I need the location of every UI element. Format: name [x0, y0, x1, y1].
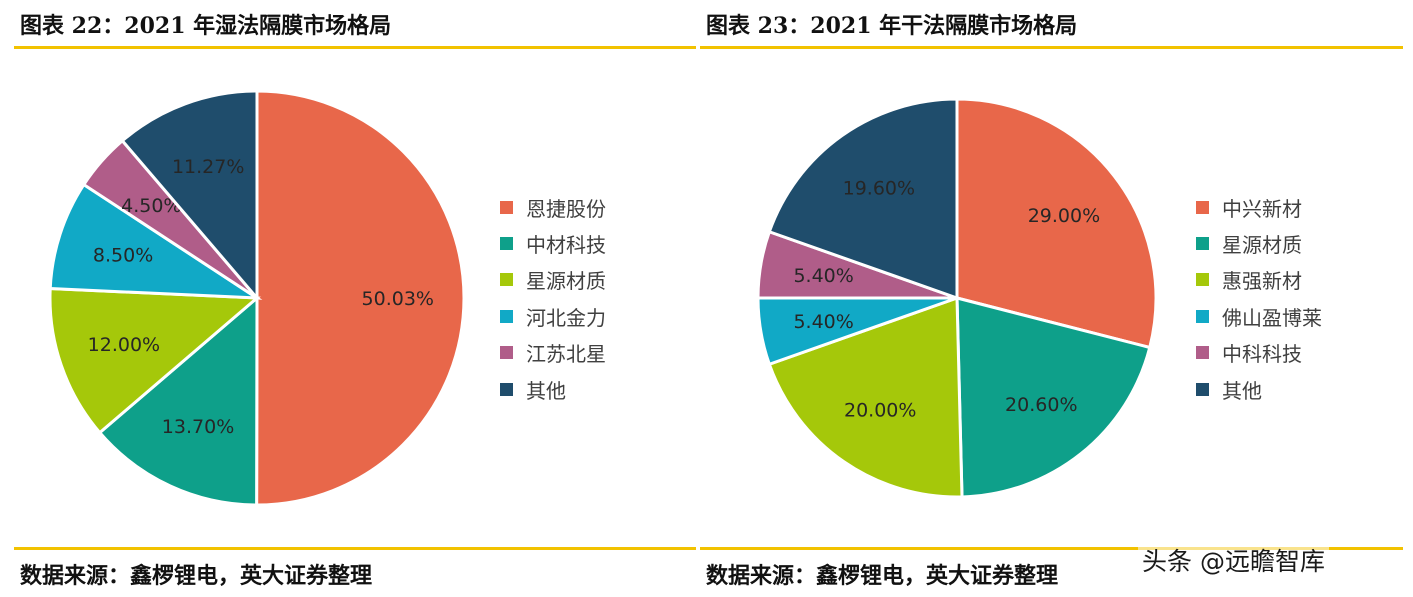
data-label: 11.27% — [172, 156, 244, 178]
legend-item: 江苏北星 — [500, 335, 606, 371]
legend-item: 星源材质 — [500, 262, 606, 298]
legend-label: 佛山盈博莱 — [1222, 305, 1322, 330]
legend-label: 其他 — [526, 378, 566, 403]
legend-label: 星源材质 — [526, 269, 606, 294]
data-label: 4.50% — [121, 195, 181, 217]
pie-slice — [955, 296, 1152, 499]
data-label: 13.70% — [162, 416, 234, 438]
legend-label: 中材科技 — [526, 233, 606, 258]
legend-swatch — [1196, 309, 1209, 323]
source-note: 数据来源：鑫椤锂电，英大证券整理 — [20, 563, 373, 589]
pie-slice — [97, 294, 259, 507]
legend-label: 惠强新材 — [1222, 269, 1302, 294]
source-note: 数据来源：鑫椤锂电，英大证券整理 — [706, 563, 1059, 589]
pie-slice — [48, 286, 261, 435]
pie-chart-dry: 29.00% 20.60% 20.00% 5.40% 5.40% 19.60% — [756, 97, 1158, 499]
chart-panel-wet: 图表 22：2021 年湿法隔膜市场格局 50.03% 13.70% 12.00% 8… — [14, 0, 704, 597]
data-label: 29.00% — [1028, 205, 1100, 227]
legend-label: 其他 — [1222, 378, 1262, 403]
legend-item: 中材科技 — [500, 225, 606, 261]
top-divider — [700, 46, 1403, 49]
legend-swatch — [500, 237, 513, 251]
legend-dry: 中兴新材星源材质惠强新材佛山盈博莱中科科技其他 — [1196, 189, 1322, 407]
chart-title: 图表 23：2021 年干法隔膜市场格局 — [706, 13, 1078, 39]
data-label: 50.03% — [362, 288, 434, 310]
legend-swatch — [500, 200, 513, 214]
legend-label: 恩捷股份 — [526, 196, 606, 221]
data-label: 5.40% — [793, 311, 853, 333]
data-label: 8.50% — [93, 245, 153, 267]
legend-swatch — [1196, 382, 1209, 396]
legend-swatch — [1196, 346, 1209, 360]
legend-item: 星源材质 — [1196, 225, 1322, 261]
legend-swatch — [500, 346, 513, 360]
bottom-divider — [700, 547, 1403, 550]
legend-label: 江苏北星 — [526, 342, 606, 367]
legend-swatch — [500, 382, 513, 396]
legend-swatch — [1196, 237, 1209, 251]
data-label: 12.00% — [88, 334, 160, 356]
legend-label: 河北金力 — [526, 305, 606, 330]
legend-item: 中科科技 — [1196, 335, 1322, 371]
bottom-divider — [14, 547, 696, 550]
legend-label: 中科科技 — [1222, 342, 1302, 367]
pie-slice — [955, 97, 1158, 350]
legend-label: 星源材质 — [1222, 233, 1302, 258]
pie-slice — [255, 89, 466, 507]
legend-item: 其他 — [500, 371, 606, 407]
watermark: 头条 @远瞻智库 — [1138, 542, 1329, 578]
legend-swatch — [1196, 200, 1209, 214]
legend-label: 中兴新材 — [1222, 196, 1302, 221]
chart-panel-dry: 图表 23：2021 年干法隔膜市场格局 29.00% 20.60% 20.00% 5… — [700, 0, 1403, 597]
top-divider — [14, 46, 696, 49]
data-label: 19.60% — [843, 178, 915, 200]
data-label: 20.00% — [844, 399, 916, 421]
legend-item: 佛山盈博莱 — [1196, 298, 1322, 334]
pie-slice — [120, 89, 259, 303]
legend-swatch — [500, 273, 513, 287]
legend-item: 恩捷股份 — [500, 189, 606, 225]
legend-item: 惠强新材 — [1196, 262, 1322, 298]
pie-slice — [48, 182, 263, 300]
pie-chart-wet: 50.03% 13.70% 12.00% 8.50% 4.50% 11.27% — [48, 89, 466, 507]
chart-title: 图表 22：2021 年湿法隔膜市场格局 — [20, 13, 392, 39]
legend-wet: 恩捷股份中材科技星源材质河北金力江苏北星其他 — [500, 189, 606, 407]
data-label: 5.40% — [793, 265, 853, 287]
legend-item: 其他 — [1196, 371, 1322, 407]
legend-swatch — [1196, 273, 1209, 287]
legend-swatch — [500, 309, 513, 323]
legend-item: 中兴新材 — [1196, 189, 1322, 225]
data-label: 20.60% — [1005, 394, 1077, 416]
legend-item: 河北金力 — [500, 298, 606, 334]
pie-slice — [767, 97, 959, 301]
